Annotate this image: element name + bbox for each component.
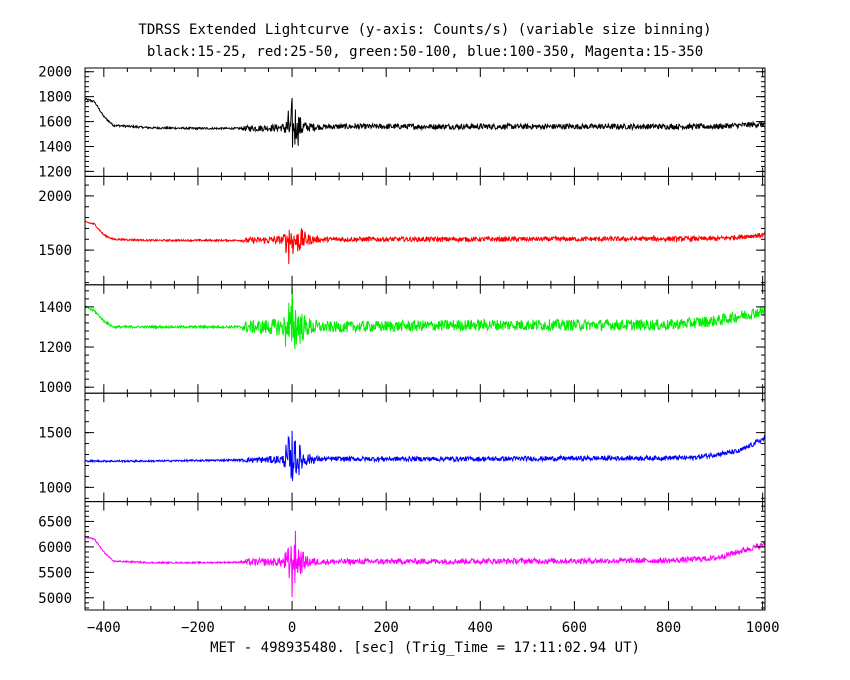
y-tick-label: 1200 <box>38 340 72 356</box>
y-tick-label: 2000 <box>38 189 72 205</box>
y-tick-label: 5000 <box>38 591 72 607</box>
lightcurve-series-2 <box>84 220 766 265</box>
x-tick-label: 600 <box>562 620 587 636</box>
lightcurve-series-4 <box>84 430 766 481</box>
y-tick-label: 6000 <box>38 540 72 556</box>
y-tick-label: 1500 <box>38 243 72 259</box>
x-tick-label: 400 <box>468 620 493 636</box>
panel-frame-3 <box>84 284 766 394</box>
y-tick-label: 1600 <box>38 115 72 131</box>
chart-title: TDRSS Extended Lightcurve (y-axis: Count… <box>138 22 712 38</box>
lightcurve-series-3 <box>84 287 766 350</box>
chart-subtitle: black:15-25, red:25-50, green:50-100, bl… <box>146 44 704 60</box>
y-tick-label: 2000 <box>38 65 72 81</box>
y-tick-label: 1000 <box>38 380 72 396</box>
y-tick-label: 1000 <box>38 480 72 496</box>
x-tick-label: −200 <box>181 620 215 636</box>
x-axis-label: MET - 498935480. [sec] (Trig_Time = 17:1… <box>210 640 640 656</box>
y-tick-label: 5500 <box>38 565 72 581</box>
lightcurve-series-5 <box>84 530 766 598</box>
panel-frame-2 <box>84 175 766 286</box>
panel-frame-1 <box>84 67 766 177</box>
lightcurve-series-1 <box>84 97 766 148</box>
x-tick-label: 200 <box>374 620 399 636</box>
y-tick-label: 1800 <box>38 90 72 106</box>
panel-frame-4 <box>84 392 766 503</box>
y-tick-label: 1500 <box>38 426 72 442</box>
x-tick-label: 1000 <box>746 620 780 636</box>
x-tick-label: −400 <box>87 620 121 636</box>
y-tick-label: 1400 <box>38 139 72 155</box>
x-tick-label: 0 <box>288 620 296 636</box>
x-tick-label: 800 <box>656 620 681 636</box>
y-tick-label: 1200 <box>38 164 72 180</box>
y-tick-label: 6500 <box>38 514 72 530</box>
y-tick-label: 1400 <box>38 300 72 316</box>
panel-frame-5 <box>84 501 766 611</box>
